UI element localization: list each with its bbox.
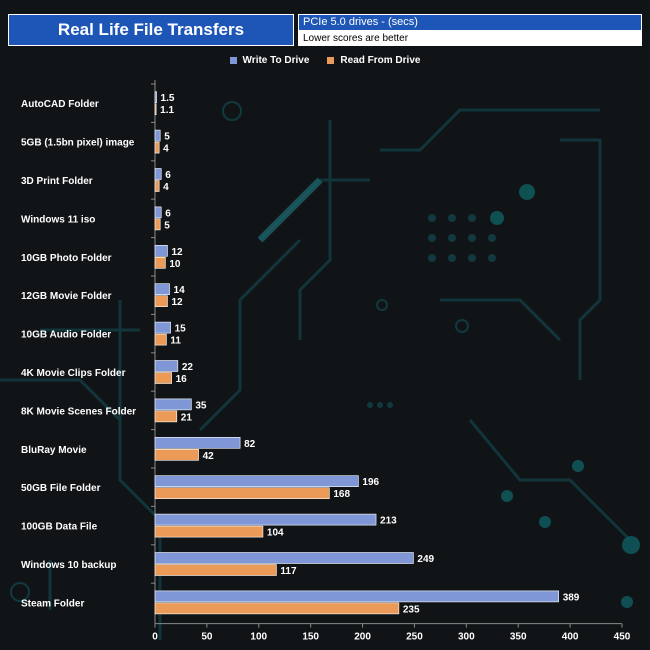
legend-item-write: Write To Drive [229,53,310,67]
bar-read [154,525,264,538]
data-label-read: 104 [267,528,284,539]
bar-read [154,141,160,154]
bar-read [154,333,167,346]
x-tick-label: 450 [614,632,631,643]
bar-read [154,256,166,269]
category-label: BluRay Movie [21,445,87,456]
data-label-read: 10 [169,259,181,270]
data-label-read: 117 [280,566,297,577]
x-tick-label: 350 [510,632,527,643]
data-label-write: 1.5 [161,93,175,104]
data-label-write: 5 [164,132,170,143]
category-label: 10GB Photo Folder [21,253,112,264]
bar-write [154,398,192,411]
category-label: AutoCAD Folder [21,99,99,110]
bar-write [154,475,359,488]
chart-note: Lower scores are better [298,31,642,46]
data-label-write: 6 [165,208,171,219]
data-label-read: 11 [170,336,181,347]
legend: Write To Drive Read From Drive [0,53,650,67]
x-tick-label: 150 [302,632,319,643]
bar-write [154,168,162,180]
data-label-write: 213 [380,516,397,527]
category-label: 4K Movie Clips Folder [21,368,126,379]
category-label: 100GB Data File [21,522,98,533]
data-label-read: 168 [333,489,350,500]
bar-write [154,129,161,142]
category-label: 12GB Movie Folder [21,291,112,302]
bar-read [154,295,168,308]
data-label-read: 12 [171,297,183,308]
bar-read [154,487,330,500]
category-label: Windows 10 backup [21,560,116,571]
bar-read [154,103,157,115]
bar-write [154,513,377,526]
data-label-read: 21 [181,412,193,423]
data-label-write: 14 [174,285,186,296]
legend-label-read: Read From Drive [340,54,421,66]
data-label-write: 196 [362,477,379,488]
data-label-read: 42 [203,451,215,462]
bar-read [154,372,172,384]
legend-swatch-read [327,56,335,64]
legend-label-write: Write To Drive [242,54,310,66]
bar-read [154,410,178,423]
category-label: Steam Folder [21,598,84,609]
chart-subtitle: PCIe 5.0 drives - (secs) [298,14,642,31]
legend-item-read: Read From Drive [327,53,420,67]
x-tick-label: 50 [201,632,213,643]
data-label-write: 389 [563,592,580,603]
data-label-write: 82 [244,439,256,450]
data-label-write: 249 [417,554,434,565]
category-label: 5GB (1.5bn pixel) image [21,138,135,149]
category-label: 50GB File Folder [21,483,101,494]
bar-read [154,564,277,576]
bar-read [154,218,161,231]
data-label-read: 1.1 [160,105,174,116]
data-label-write: 22 [182,362,194,373]
data-label-write: 15 [175,324,187,335]
bar-write [154,360,179,372]
x-tick-label: 400 [562,632,579,643]
x-tick-label: 250 [406,632,423,643]
bar-write [154,436,241,449]
data-label-read: 4 [163,144,169,155]
bar-read [154,602,400,615]
data-label-write: 35 [195,400,207,411]
data-label-read: 235 [403,604,420,615]
category-label: 3D Print Folder [21,176,93,187]
data-label-read: 4 [163,182,169,193]
bar-read [154,180,160,192]
bar-write [154,91,157,103]
x-tick-label: 100 [250,632,267,643]
bar-write [154,245,168,257]
legend-swatch-write [229,56,237,64]
x-tick-label: 300 [458,632,475,643]
bar-write [154,590,559,603]
category-label: 10GB Audio Folder [21,330,111,341]
data-label-write: 6 [165,170,171,181]
bar-read [154,448,199,461]
category-label: 8K Movie Scenes Folder [21,406,136,417]
bar-write [154,321,171,334]
data-label-read: 16 [176,374,188,385]
bar-write [154,283,170,296]
x-tick-label: 200 [354,632,371,643]
data-label-read: 5 [164,220,170,231]
category-label: Windows 11 iso [21,214,95,225]
x-tick-label: 0 [152,632,158,643]
data-label-write: 12 [171,247,183,258]
bar-write [154,552,414,564]
bar-write [154,206,162,219]
chart-title: Real Life File Transfers [8,14,294,46]
